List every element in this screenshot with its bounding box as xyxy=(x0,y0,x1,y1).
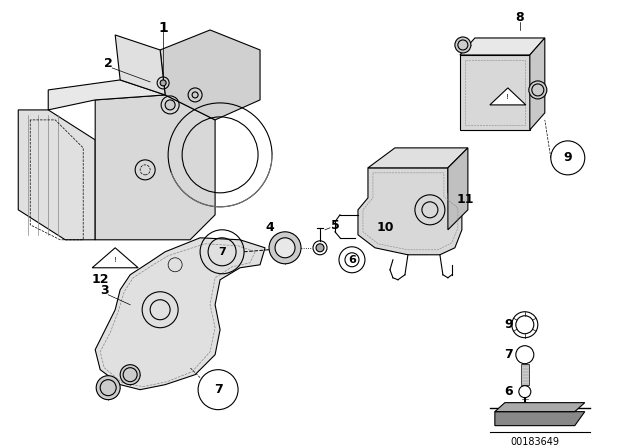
Text: 6: 6 xyxy=(348,255,356,265)
Text: 5: 5 xyxy=(331,220,339,233)
Circle shape xyxy=(529,81,547,99)
Polygon shape xyxy=(19,110,95,240)
Circle shape xyxy=(275,238,295,258)
Text: 10: 10 xyxy=(376,221,394,234)
Polygon shape xyxy=(495,412,585,426)
Circle shape xyxy=(96,376,120,400)
Polygon shape xyxy=(495,403,585,412)
Circle shape xyxy=(160,80,166,86)
Circle shape xyxy=(192,92,198,98)
Text: !: ! xyxy=(114,257,116,263)
Polygon shape xyxy=(95,238,265,390)
Polygon shape xyxy=(490,88,526,105)
Text: 7: 7 xyxy=(504,348,513,361)
Polygon shape xyxy=(160,30,260,120)
Polygon shape xyxy=(530,38,545,130)
Polygon shape xyxy=(521,364,529,385)
Polygon shape xyxy=(460,38,545,55)
Text: !: ! xyxy=(506,94,509,100)
Polygon shape xyxy=(92,248,138,268)
Text: 9: 9 xyxy=(563,151,572,164)
Polygon shape xyxy=(48,80,165,110)
Polygon shape xyxy=(368,148,468,168)
Polygon shape xyxy=(358,168,462,255)
Circle shape xyxy=(269,232,301,264)
Text: 2: 2 xyxy=(104,57,113,70)
Text: 8: 8 xyxy=(515,12,524,25)
Text: 4: 4 xyxy=(266,221,275,234)
Text: 6: 6 xyxy=(504,385,513,398)
Text: 9: 9 xyxy=(504,318,513,331)
Text: 7: 7 xyxy=(218,247,226,257)
Polygon shape xyxy=(448,148,468,230)
Text: 12: 12 xyxy=(92,273,109,286)
Text: 7: 7 xyxy=(214,383,223,396)
Polygon shape xyxy=(460,55,530,130)
Text: 00183649: 00183649 xyxy=(510,437,559,447)
Circle shape xyxy=(165,100,175,110)
Text: 11: 11 xyxy=(456,194,474,207)
Text: 3: 3 xyxy=(100,284,109,297)
Polygon shape xyxy=(95,95,215,240)
Circle shape xyxy=(120,365,140,385)
Circle shape xyxy=(316,244,324,252)
Circle shape xyxy=(455,37,471,53)
Polygon shape xyxy=(115,35,165,95)
Text: 1: 1 xyxy=(158,21,168,35)
